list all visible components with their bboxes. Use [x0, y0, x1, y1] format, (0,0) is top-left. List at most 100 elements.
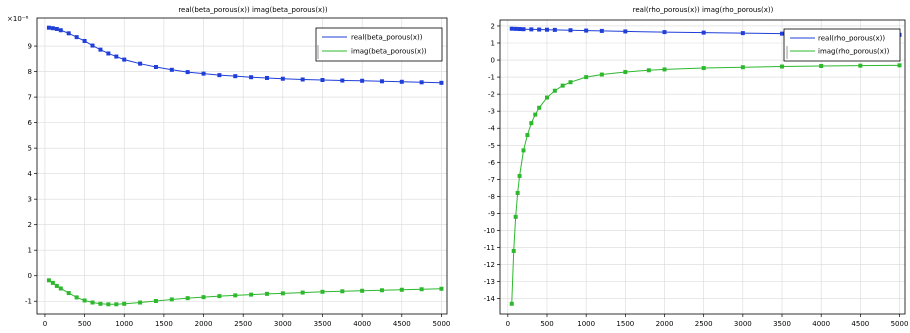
data-point	[545, 95, 550, 100]
legend-label-real: real(beta_porous(x))	[351, 34, 423, 42]
x-tick-label: 2000	[656, 320, 674, 328]
x-tick-label: 2500	[695, 320, 713, 328]
data-point	[66, 31, 71, 36]
data-point	[379, 288, 384, 293]
y-tick-label: -7	[488, 176, 495, 184]
x-tick-label: 1000	[577, 320, 595, 328]
y-tick-label: -9	[488, 210, 495, 218]
y-tick-label: -1	[25, 298, 32, 306]
y-tick-label: 4	[28, 170, 33, 178]
data-point	[568, 28, 573, 33]
chart-right: real(rho_porous(x)) imag(rho_porous(x)) …	[484, 6, 909, 328]
data-point	[66, 291, 71, 296]
x-tick-label: 1000	[115, 320, 133, 328]
data-point	[560, 83, 565, 88]
x-tick-label: 3000	[734, 320, 752, 328]
series-line-1	[511, 64, 900, 304]
x-tick-label: 1500	[616, 320, 634, 328]
data-point	[90, 300, 95, 305]
series-layer	[46, 25, 444, 307]
y-tick-label: -12	[484, 261, 495, 269]
data-point	[529, 121, 534, 126]
data-point	[537, 105, 542, 110]
data-point	[280, 76, 285, 81]
data-point	[599, 28, 604, 33]
data-point	[58, 28, 63, 33]
data-point	[300, 290, 305, 295]
data-point	[623, 29, 628, 34]
data-point	[46, 25, 51, 30]
y-tick-label: 3	[28, 196, 32, 204]
data-point	[379, 79, 384, 84]
y-tick-label: -8	[488, 193, 495, 201]
x-tick-label: 500	[540, 320, 553, 328]
data-point	[552, 88, 557, 93]
data-point	[201, 71, 206, 76]
data-point	[515, 190, 520, 195]
data-point	[233, 293, 238, 298]
data-point	[153, 64, 158, 69]
data-point	[545, 27, 550, 32]
data-point	[662, 30, 667, 35]
data-point	[320, 78, 325, 83]
x-tick-label: 500	[78, 320, 91, 328]
legend: real(beta_porous(x)) imag(beta_porous(x)…	[315, 27, 443, 62]
x-tick-label: 4500	[851, 320, 869, 328]
data-point	[439, 80, 444, 85]
y-tick-label: 2	[491, 22, 495, 30]
y-tick-label: -5	[488, 142, 495, 150]
data-point	[54, 283, 59, 288]
y-tick-label: -11	[484, 244, 495, 252]
data-point	[419, 287, 424, 292]
series-line-1	[48, 279, 442, 305]
data-point	[106, 302, 111, 307]
data-point	[50, 280, 55, 285]
data-point	[201, 295, 206, 300]
data-point	[249, 75, 254, 80]
data-point	[568, 80, 573, 85]
legend-box	[783, 28, 901, 62]
data-point	[233, 74, 238, 79]
gridlines	[500, 20, 905, 314]
data-point	[122, 301, 127, 306]
data-point	[509, 301, 514, 306]
y-exponent-label: ×10⁻⁶	[7, 15, 28, 23]
data-point	[340, 289, 345, 294]
y-tick-label: -14	[484, 295, 496, 303]
data-point	[185, 296, 190, 301]
y-tick-label: 1	[28, 247, 32, 255]
data-point	[509, 26, 514, 31]
data-point	[399, 79, 404, 84]
legend: real(rho_porous(x)) imag(rho_porous(x))	[783, 28, 901, 62]
data-point	[46, 278, 51, 283]
data-point	[360, 78, 365, 83]
y-tick-label: 5	[28, 145, 32, 153]
y-tick-label: 8	[28, 68, 32, 76]
y-tick-label: 0	[28, 272, 32, 280]
data-point	[320, 289, 325, 294]
data-point	[529, 27, 534, 32]
data-point	[584, 75, 589, 80]
y-tick-label: 0	[491, 57, 495, 65]
x-tick-label: 3500	[773, 320, 791, 328]
data-point	[98, 47, 103, 52]
data-point	[584, 28, 589, 33]
data-point	[897, 63, 902, 68]
data-point	[701, 30, 706, 35]
axis-ticks: 0 500 1000 1500 2000 2500 3000 3500 4000 4500 5000…	[25, 43, 450, 328]
data-point	[701, 66, 706, 71]
data-point	[169, 297, 174, 302]
data-point	[98, 301, 103, 306]
data-point	[399, 287, 404, 292]
y-tick-label: -6	[488, 159, 496, 167]
y-tick-label: 7	[28, 94, 32, 102]
data-point	[521, 27, 526, 32]
data-point	[533, 112, 538, 117]
y-tick-label: -13	[484, 278, 495, 286]
data-point	[819, 64, 824, 69]
data-point	[419, 80, 424, 85]
data-point	[106, 51, 111, 56]
chart-title: real(beta_porous(x)) imag(beta_porous(x)…	[178, 6, 328, 14]
data-point	[264, 75, 269, 80]
legend-label-real: real(rho_porous(x))	[818, 35, 885, 43]
